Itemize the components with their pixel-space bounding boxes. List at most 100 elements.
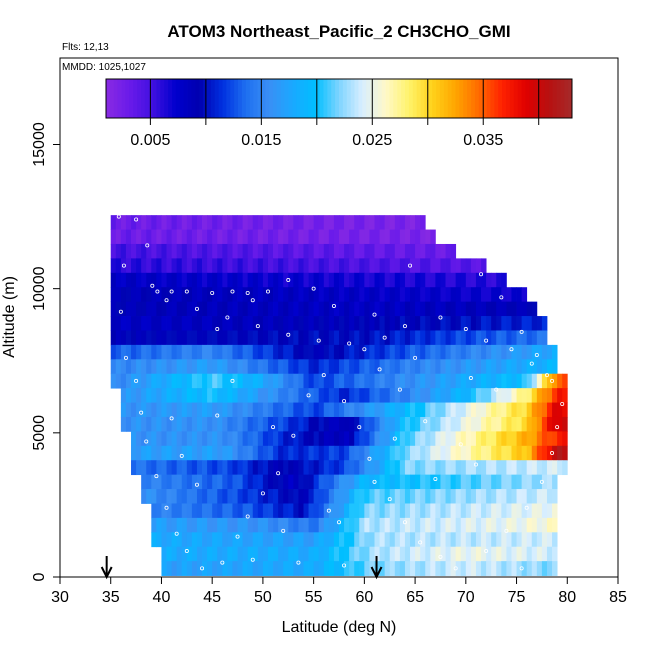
heatmap-cell	[481, 532, 487, 548]
heatmap-cell	[379, 388, 386, 403]
heatmap-cell	[131, 460, 137, 476]
heatmap-cell	[125, 359, 132, 375]
heatmap-cell	[369, 359, 375, 375]
heatmap-cell	[171, 243, 178, 259]
heatmap-cell	[374, 330, 380, 346]
heatmap-cell	[531, 561, 538, 576]
heatmap-cell	[227, 460, 233, 476]
heatmap-cell	[181, 330, 188, 346]
heatmap-cell	[384, 460, 391, 476]
heatmap-cell	[181, 445, 188, 461]
heatmap-cell	[217, 489, 223, 504]
heatmap-cell	[410, 489, 416, 504]
heatmap-cell	[359, 215, 365, 230]
heatmap-cell	[293, 460, 299, 476]
heatmap-cell	[262, 460, 269, 476]
heatmap-cell	[318, 229, 325, 245]
heatmap-cell	[516, 532, 523, 548]
heatmap-cell	[136, 330, 142, 346]
heatmap-cell	[501, 301, 507, 317]
heatmap-cell	[318, 344, 325, 360]
heatmap-cell	[435, 258, 441, 274]
heatmap-cell	[470, 532, 477, 548]
heatmap-cell	[521, 344, 528, 360]
colorbar-segment	[257, 79, 262, 118]
heatmap-cell	[222, 416, 228, 432]
heatmap-cell	[323, 287, 330, 303]
heatmap-cell	[171, 388, 178, 403]
heatmap-cell	[156, 215, 162, 230]
heatmap-cell	[257, 561, 264, 576]
heatmap-cell	[166, 503, 172, 519]
heatmap-cell	[141, 344, 147, 360]
heatmap-cell	[222, 272, 228, 288]
heatmap-cell	[257, 532, 264, 548]
heatmap-cell	[552, 344, 558, 360]
heatmap-cell	[141, 373, 147, 389]
heatmap-cell	[384, 373, 391, 389]
heatmap-cell	[131, 359, 137, 375]
heatmap-cell	[232, 460, 238, 476]
track-point	[458, 442, 463, 447]
heatmap-cell	[562, 402, 568, 418]
heatmap-cell	[303, 416, 309, 432]
heatmap-cell	[181, 359, 188, 375]
heatmap-cell	[354, 243, 360, 259]
heatmap-cell	[151, 243, 157, 259]
heatmap-cell	[171, 460, 178, 476]
heatmap-cell	[465, 474, 472, 490]
heatmap-cell	[131, 344, 137, 360]
heatmap-cell	[120, 258, 127, 274]
heatmap-cell	[176, 445, 183, 461]
heatmap-cell	[354, 445, 360, 461]
heatmap-cell	[546, 503, 553, 519]
chart-title: ATOM3 Northeast_Pacific_2 CH3CHO_GMI	[167, 22, 510, 41]
heatmap-cell	[450, 373, 457, 389]
heatmap-cell	[333, 474, 340, 490]
heatmap-cell	[399, 258, 406, 274]
heatmap-cell	[151, 532, 157, 548]
heatmap-cell	[349, 402, 355, 418]
heatmap-cell	[273, 344, 279, 360]
heatmap-cell	[546, 460, 553, 476]
heatmap-cell	[283, 287, 289, 303]
heatmap-cell	[384, 431, 391, 447]
heatmap-cell	[186, 316, 193, 331]
heatmap-cell	[262, 388, 269, 403]
heatmap-cell	[217, 416, 223, 432]
heatmap-cell	[410, 388, 416, 403]
heatmap-cell	[410, 373, 416, 389]
heatmap-cell	[120, 416, 127, 432]
heatmap-cell	[475, 402, 482, 418]
heatmap-cell	[354, 431, 360, 447]
heatmap-cell	[267, 489, 274, 504]
colorbar-segment	[498, 79, 503, 118]
heatmap-cell	[247, 445, 254, 461]
track-point	[519, 329, 524, 334]
heatmap-cell	[521, 474, 528, 490]
heatmap-cell	[470, 316, 477, 331]
heatmap-cell	[328, 229, 335, 245]
heatmap-cell	[171, 215, 178, 230]
track-point	[468, 376, 473, 381]
heatmap-cell	[379, 330, 386, 346]
colorbar-segment	[513, 79, 519, 118]
heatmap-cell	[333, 229, 340, 245]
heatmap-cell	[460, 359, 467, 375]
heatmap-cell	[120, 373, 127, 389]
heatmap-cell	[531, 330, 538, 346]
heatmap-cell	[156, 272, 162, 288]
heatmap-cell	[232, 316, 238, 331]
heatmap-cell	[293, 445, 299, 461]
heatmap-cell	[237, 359, 244, 375]
heatmap-cell	[344, 561, 350, 576]
heatmap-cell	[557, 431, 563, 447]
heatmap-cell	[267, 546, 274, 562]
heatmap-cell	[161, 272, 167, 288]
heatmap-cell	[242, 517, 249, 533]
heatmap-cell	[394, 359, 401, 375]
heatmap-cell	[267, 243, 274, 259]
heatmap-cell	[298, 272, 304, 288]
heatmap-cell	[470, 402, 477, 418]
heatmap-cell	[151, 215, 157, 230]
